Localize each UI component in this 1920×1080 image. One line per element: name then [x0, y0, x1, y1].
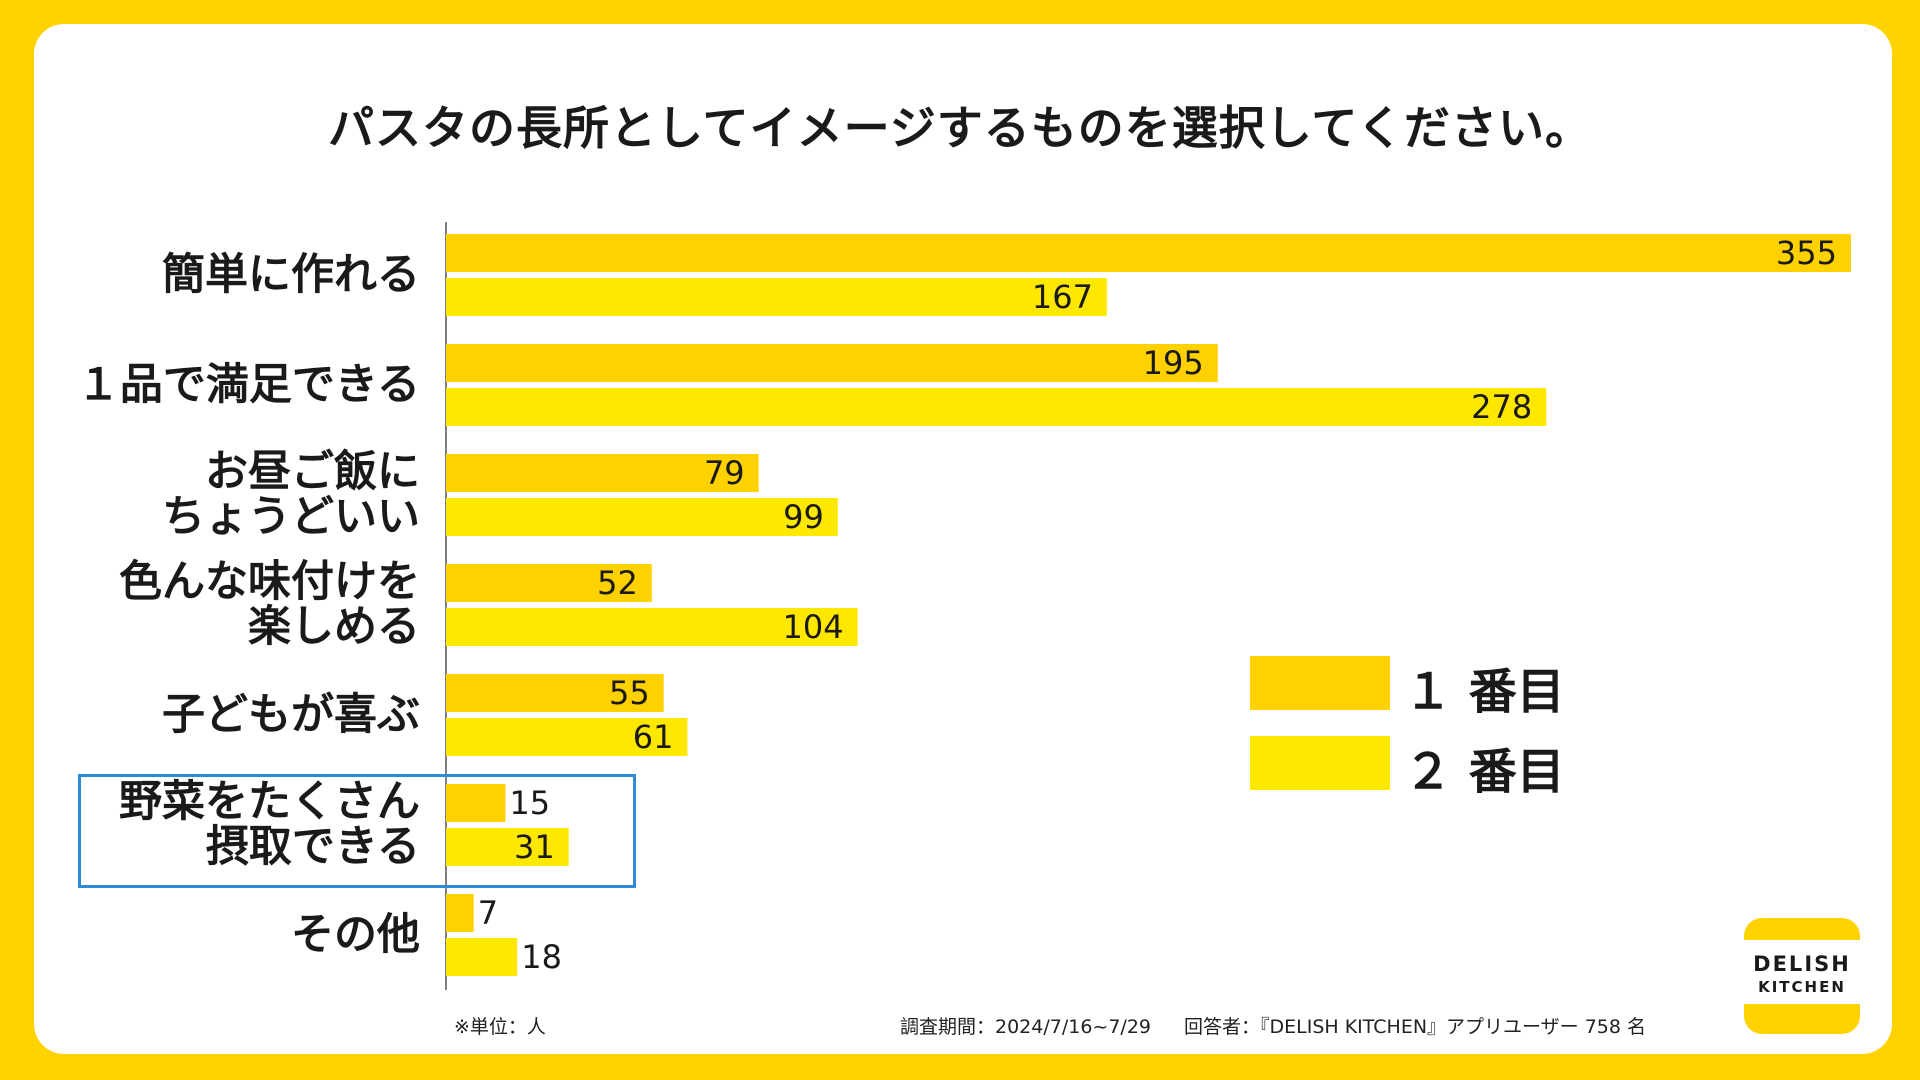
- bar-first-6: [446, 894, 474, 932]
- bar-first-3: [446, 564, 652, 602]
- bar-second-2: [446, 498, 838, 536]
- data-label-first-4: 55: [609, 674, 650, 712]
- data-label-second-1: 278: [1471, 388, 1532, 426]
- data-label-first-1: 195: [1143, 344, 1204, 382]
- bar-second-6: [446, 938, 518, 976]
- legend-swatch-first: [1250, 656, 1390, 710]
- legend-swatch-second: [1250, 736, 1390, 790]
- category-label-line: 楽しめる: [248, 602, 420, 652]
- chart-card: [34, 24, 1892, 1054]
- bar-first-0: [446, 234, 1851, 272]
- bar-second-0: [446, 278, 1107, 316]
- category-label-2: お昼ご飯に ちょうどいい: [10, 450, 420, 540]
- category-label-line: ちょうどいい: [162, 492, 420, 542]
- data-label-second-0: 167: [1032, 278, 1093, 316]
- data-label-second-2: 99: [783, 498, 824, 536]
- logo-text-line1: DELISH: [1753, 952, 1851, 976]
- legend-label-second: ２ 番目: [1404, 744, 1565, 800]
- data-label-second-5: 31: [514, 828, 555, 866]
- bar-second-3: [446, 608, 858, 646]
- category-label-line: お昼ご飯に: [205, 447, 420, 497]
- category-label-line: その他: [291, 909, 420, 960]
- data-label-first-5: 15: [509, 784, 550, 822]
- category-label-line: 野菜をたくさん: [119, 777, 420, 827]
- category-label-line: 摂取できる: [205, 822, 420, 872]
- legend-label-first: １ 番目: [1404, 664, 1565, 720]
- bar-second-4: [446, 718, 688, 756]
- bar-first-5: [446, 784, 506, 822]
- category-label-line: 子どもが喜ぶ: [162, 689, 420, 740]
- data-label-second-4: 61: [633, 718, 674, 756]
- category-label-6: その他: [10, 909, 420, 960]
- chart-title: パスタの長所としてイメージするものを選択してください。: [328, 101, 1592, 155]
- data-label-second-6: 18: [521, 938, 562, 976]
- data-label-first-2: 79: [704, 454, 745, 492]
- bar-second-1: [446, 388, 1547, 426]
- category-label-4: 子どもが喜ぶ: [10, 689, 420, 740]
- category-label-3: 色んな味付けを 楽しめる: [10, 560, 420, 650]
- category-label-line: １品で満足できる: [76, 359, 420, 410]
- data-label-second-3: 104: [783, 608, 844, 646]
- data-label-first-0: 355: [1776, 234, 1837, 272]
- bar-second-5: [446, 828, 569, 866]
- delish-kitchen-logo: DELISH KITCHEN: [1744, 918, 1860, 1034]
- category-label-0: 簡単に作れる: [10, 249, 420, 300]
- logo-text-line2: KITCHEN: [1758, 978, 1846, 996]
- data-label-first-6: 7: [478, 894, 498, 932]
- category-label-line: 簡単に作れる: [162, 249, 420, 300]
- highlight-box: [78, 774, 636, 888]
- bar-first-1: [446, 344, 1218, 382]
- category-label-line: 色んな味付けを: [119, 557, 420, 607]
- survey-period: 調査期間：2024/7/16~7/29: [900, 1016, 1152, 1038]
- bar-first-2: [446, 454, 759, 492]
- unit-note: ※単位：人: [454, 1016, 546, 1038]
- category-label-5: 野菜をたくさん 摂取できる: [10, 780, 420, 870]
- category-label-1: １品で満足できる: [10, 359, 420, 410]
- data-label-first-3: 52: [597, 564, 638, 602]
- bar-first-4: [446, 674, 664, 712]
- respondents-note: 回答者：『DELISH KITCHEN』アプリユーザー 758 名: [1184, 1016, 1647, 1038]
